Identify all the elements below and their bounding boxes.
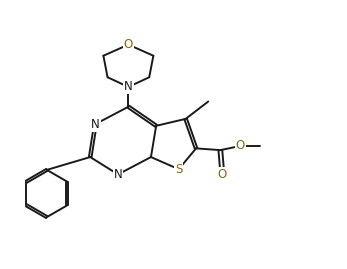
Text: O: O: [236, 139, 245, 153]
Text: N: N: [91, 118, 100, 130]
Text: N: N: [124, 80, 133, 93]
Text: O: O: [124, 38, 133, 51]
Text: S: S: [175, 163, 183, 176]
Text: O: O: [218, 168, 227, 181]
Text: N: N: [113, 168, 122, 181]
